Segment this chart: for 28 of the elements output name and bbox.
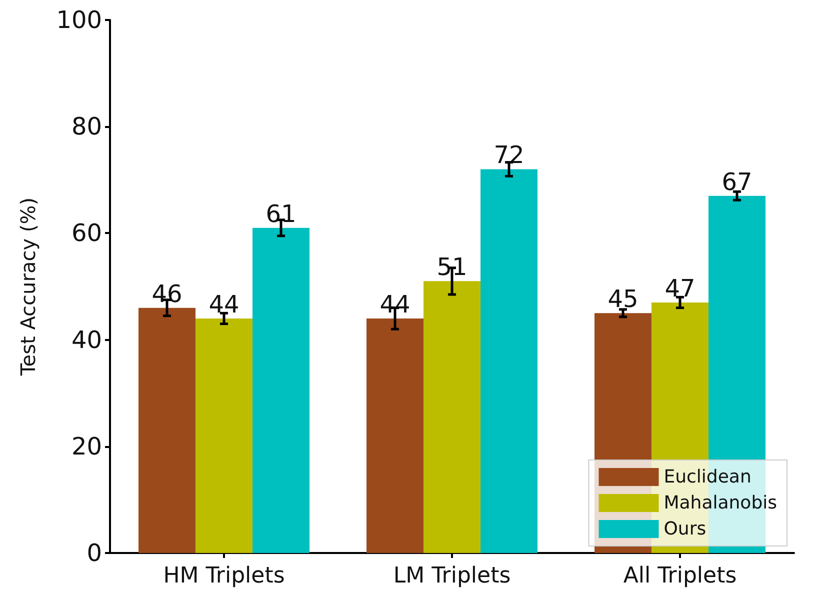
y-tick-label: 0 — [86, 539, 102, 567]
data-label: 61 — [266, 200, 296, 228]
bar — [196, 318, 252, 553]
bar — [366, 318, 424, 553]
x-tick-label: All Triplets — [623, 564, 737, 588]
legend-label: Ours — [664, 518, 706, 540]
y-tick-label: 80 — [71, 112, 102, 141]
data-label: 45 — [608, 285, 638, 314]
x-tick-label: LM Triplets — [393, 564, 511, 588]
data-label: 72 — [494, 141, 524, 170]
y-tick-label: 20 — [71, 432, 102, 460]
bar — [424, 281, 480, 553]
data-label: 46 — [152, 280, 182, 308]
data-label: 51 — [436, 253, 468, 282]
bar — [480, 169, 538, 553]
y-tick-label: 100 — [56, 6, 102, 34]
x-tick-label: HM Triplets — [163, 564, 285, 588]
legend-label: Euclidean — [664, 466, 752, 488]
y-tick-label: 60 — [71, 219, 102, 248]
y-axis-title: Test Accuracy (%) — [16, 197, 40, 377]
y-tick-label: 40 — [71, 326, 102, 354]
data-label: 44 — [208, 290, 240, 318]
data-label: 67 — [722, 168, 752, 196]
bar — [252, 228, 310, 553]
legend-label: Mahalanobis — [664, 492, 778, 514]
bar — [138, 308, 196, 553]
data-label: 44 — [380, 290, 410, 318]
data-label: 47 — [664, 274, 696, 302]
